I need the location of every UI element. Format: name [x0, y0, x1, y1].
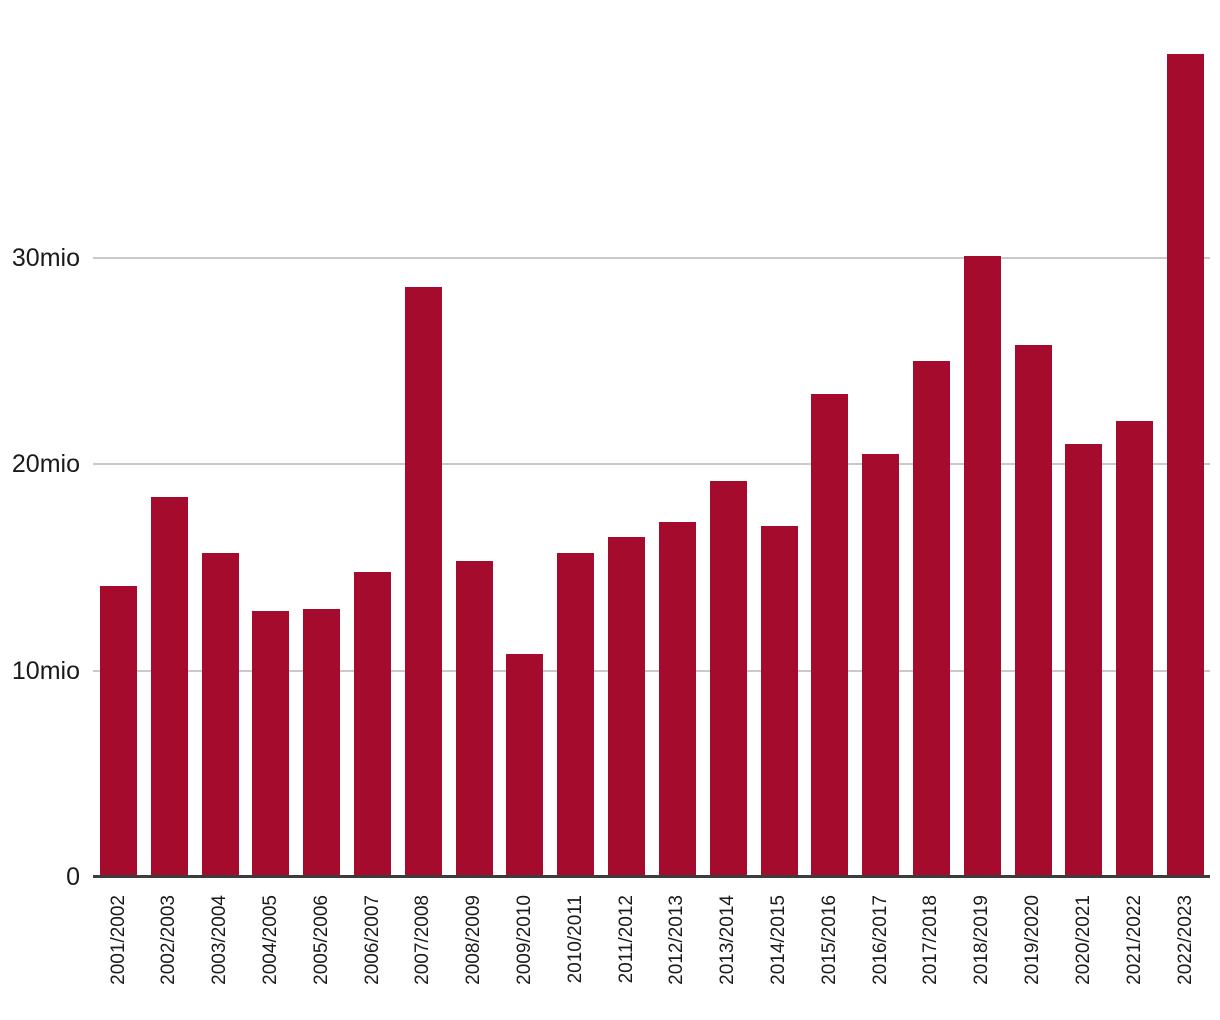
bar-2022/2023 [1167, 53, 1204, 877]
x-tick-label: 2016/2017 [869, 895, 891, 985]
bar-2019/2020 [1014, 344, 1052, 877]
x-tick-label: 2014/2015 [768, 895, 790, 985]
y-tick-label: 20mio [11, 450, 80, 479]
y-tick-label: 30mio [11, 243, 80, 272]
bar-2021/2022 [1116, 420, 1154, 877]
bar-2014/2015 [760, 526, 798, 877]
x-tick-label: 2006/2007 [361, 895, 383, 985]
x-tick-label: 2008/2009 [463, 895, 485, 985]
x-tick-label: 2021/2022 [1123, 895, 1145, 985]
bar-2002/2003 [150, 497, 188, 877]
x-tick-label: 2020/2021 [1072, 895, 1094, 985]
bar-2016/2017 [862, 453, 900, 877]
x-tick-label: 2012/2013 [666, 895, 688, 985]
y-axis: 0 10mio 20mio 30mio [0, 0, 80, 891]
y-tick-label: 0 [66, 863, 80, 891]
y-tick-label: 10mio [11, 656, 80, 685]
bar-2009/2010 [506, 654, 544, 877]
x-tick-label: 2009/2010 [513, 895, 535, 985]
x-tick-label: 2002/2003 [158, 895, 180, 985]
bar-2015/2016 [811, 394, 849, 877]
gridline [93, 256, 1210, 259]
bar-2010/2011 [557, 553, 595, 877]
x-tick-label: 2015/2016 [818, 895, 840, 985]
x-tick-label: 2022/2023 [1174, 895, 1196, 985]
bar-2012/2013 [658, 522, 696, 877]
bar-2017/2018 [912, 361, 950, 877]
gridline [93, 669, 1210, 672]
bar-2005/2006 [303, 608, 341, 877]
x-tick-label: 2011/2012 [615, 895, 637, 984]
plot-area [93, 0, 1210, 878]
x-tick-label: 2018/2019 [971, 895, 993, 985]
bar-2020/2021 [1065, 443, 1103, 877]
x-tick-label: 2001/2002 [107, 895, 129, 985]
bar-2003/2004 [201, 553, 239, 877]
x-tick-label: 2017/2018 [920, 895, 942, 985]
gridline [93, 463, 1210, 466]
bar-2008/2009 [455, 561, 493, 877]
x-tick-label: 2007/2008 [412, 895, 434, 985]
x-axis: 2001/2002 2002/2003 2003/2004 2004/2005 2005… [0, 877, 1220, 1020]
bar-2006/2007 [354, 571, 392, 877]
bar-2004/2005 [252, 610, 290, 877]
x-tick-label: 2013/2014 [717, 895, 739, 985]
bar-2001/2002 [100, 586, 137, 877]
bar-2007/2008 [404, 286, 442, 877]
x-axis-line [93, 875, 1210, 878]
bar-2013/2014 [709, 480, 747, 877]
x-tick-label: 2005/2006 [310, 895, 332, 985]
bar-2011/2012 [608, 536, 646, 877]
x-tick-label: 2010/2011 [564, 895, 586, 984]
bar-2018/2019 [963, 255, 1001, 877]
x-tick-label: 2003/2004 [209, 895, 231, 985]
x-tick-label: 2019/2020 [1022, 895, 1044, 985]
x-tick-label: 2004/2005 [259, 895, 281, 985]
